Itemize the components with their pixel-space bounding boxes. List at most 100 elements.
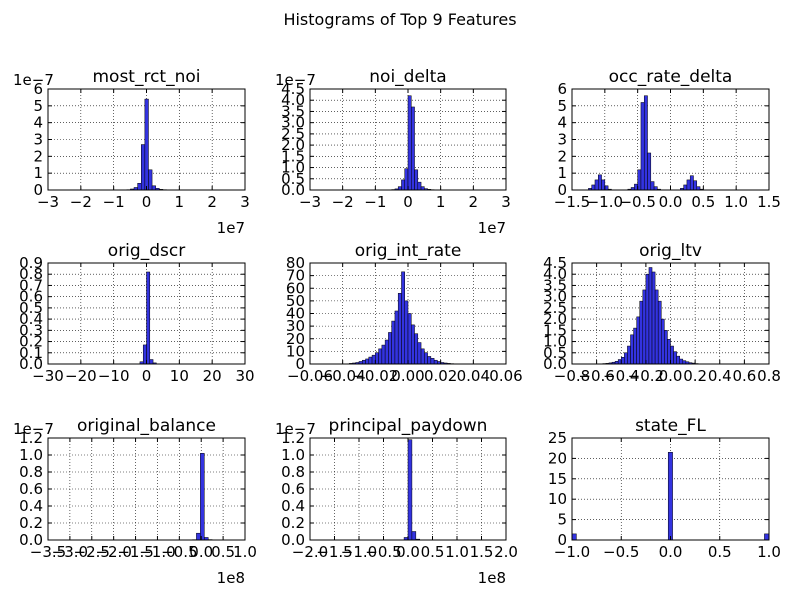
- x-offset-label: 1e7: [217, 219, 245, 237]
- x-tick-label: 2: [207, 193, 217, 211]
- y-tick-label: 0.0: [281, 181, 305, 199]
- x-tick-label: −0.04: [320, 367, 366, 385]
- histogram-bar: [630, 334, 634, 365]
- x-tick-label: −1.0: [341, 543, 377, 561]
- y-tick-label: 60: [286, 279, 305, 297]
- histogram-bar: [417, 342, 422, 365]
- x-tick-label: 3: [240, 193, 250, 211]
- histogram-bar: [689, 175, 694, 191]
- y-tick-label: 0: [557, 531, 567, 549]
- panel-title: orig_dscr: [108, 241, 185, 261]
- y-tick-label: 0.8: [19, 265, 43, 283]
- x-tick-label: −1.0: [554, 543, 590, 561]
- x-tick-label: −30: [32, 367, 64, 385]
- y-tick-label: 0.0: [543, 355, 567, 373]
- x-tick-label: 0: [403, 193, 413, 211]
- y-tick-label: 0.0: [19, 355, 43, 373]
- histogram-bar: [764, 533, 770, 541]
- y-tick-label: 5: [557, 97, 567, 115]
- histogram-bar: [362, 359, 366, 365]
- x-tick-label: −1.5: [554, 193, 590, 211]
- histogram-bar: [407, 95, 412, 191]
- x-tick-label: −1.5: [316, 543, 352, 561]
- y-tick-label: 1.2: [19, 429, 43, 447]
- x-tick-label: −0.8: [554, 367, 590, 385]
- histogram-bar: [397, 293, 402, 365]
- x-tick-label: −20: [65, 367, 97, 385]
- x-tick-label: 1.0: [445, 543, 469, 561]
- histogram-bar: [381, 344, 386, 365]
- y-tick-label: 0.5: [281, 170, 305, 188]
- y-tick-label: 0.4: [281, 497, 305, 515]
- y-tick-label: 3.5: [281, 102, 305, 120]
- y-tick-label: 0.2: [281, 514, 305, 532]
- histogram-bar: [149, 359, 154, 365]
- y-tick-label: 0: [295, 355, 305, 373]
- x-tick-label: −0.5: [619, 193, 655, 211]
- y-tick-label: 4.5: [281, 80, 305, 98]
- y-tick-label: 2: [557, 147, 567, 165]
- y-tick-label: 0.6: [281, 480, 305, 498]
- histogram-bar: [693, 180, 698, 191]
- panel-title: occ_rate_delta: [609, 67, 733, 87]
- y-tick-label: 2.5: [281, 125, 305, 143]
- x-tick-label: 0.5: [708, 543, 732, 561]
- y-tick-label: 0.5: [19, 299, 43, 317]
- x-tick-label: 3: [501, 193, 511, 211]
- histogram-bar: [417, 181, 422, 191]
- histogram-bar: [657, 300, 662, 365]
- histogram-bar: [636, 316, 640, 365]
- x-tick-label: −0.5: [603, 543, 639, 561]
- histogram-bar: [151, 185, 156, 191]
- x-tick-label: 0.8: [757, 367, 781, 385]
- histogram-bar: [642, 289, 647, 365]
- histogram-bar: [648, 267, 653, 365]
- y-tick-label: 0.0: [281, 531, 305, 549]
- y-tick-label: 50: [286, 292, 305, 310]
- y-tick-label: 5: [557, 511, 567, 529]
- x-tick-label: 0.0: [396, 543, 420, 561]
- histogram-bar: [196, 532, 201, 541]
- histogram-bar: [661, 318, 665, 365]
- y-tick-label: 0.4: [19, 497, 43, 515]
- x-tick-label: −2.0: [95, 543, 131, 561]
- x-tick-label: 1: [175, 193, 185, 211]
- histogram-bar: [664, 330, 668, 365]
- histogram-bar: [378, 348, 383, 365]
- x-tick-label: 1.0: [757, 543, 781, 561]
- x-tick-label: −0.4: [603, 367, 639, 385]
- x-tick-label: 0.04: [457, 367, 490, 385]
- histogram-bar: [137, 183, 142, 191]
- x-tick-label: −3.0: [52, 543, 88, 561]
- x-tick-label: 10: [170, 367, 189, 385]
- histogram-bar: [407, 439, 413, 541]
- histogram-bar: [200, 453, 205, 541]
- x-tick-label: −1.0: [139, 543, 175, 561]
- histogram-bar: [640, 102, 645, 191]
- y-tick-label: 25: [548, 429, 567, 447]
- histogram-bar: [682, 360, 687, 365]
- histogram-bar: [624, 352, 628, 365]
- histogram-bar: [391, 320, 396, 365]
- y-offset-label: 1e−7: [13, 420, 54, 438]
- y-tick-label: 20: [548, 449, 567, 467]
- y-tick-label: 6: [557, 80, 567, 98]
- y-tick-label: 1.0: [19, 446, 43, 464]
- histogram-bar: [407, 313, 412, 365]
- histogram-bar: [683, 184, 688, 191]
- y-tick-label: 40: [286, 305, 305, 323]
- y-tick-label: 4.0: [543, 265, 567, 283]
- x-tick-label: −0.02: [352, 367, 398, 385]
- y-tick-label: 2.0: [543, 310, 567, 328]
- x-tick-label: 20: [203, 367, 222, 385]
- y-tick-label: 0.2: [19, 514, 43, 532]
- y-tick-label: 4.0: [281, 91, 305, 109]
- panel-principal-paydown: −2.0−1.5−1.0−0.50.0 0.5 1.0 1.5 2.00.00.20.4…: [275, 416, 518, 587]
- histogram-bar: [420, 186, 425, 191]
- x-tick-label: −3.5: [30, 543, 66, 561]
- y-tick-label: 5: [33, 97, 43, 115]
- panel-title: noi_delta: [369, 67, 446, 87]
- y-tick-label: 0.1: [19, 344, 43, 362]
- histogram-bar: [140, 144, 146, 191]
- y-tick-label: 30: [286, 317, 305, 335]
